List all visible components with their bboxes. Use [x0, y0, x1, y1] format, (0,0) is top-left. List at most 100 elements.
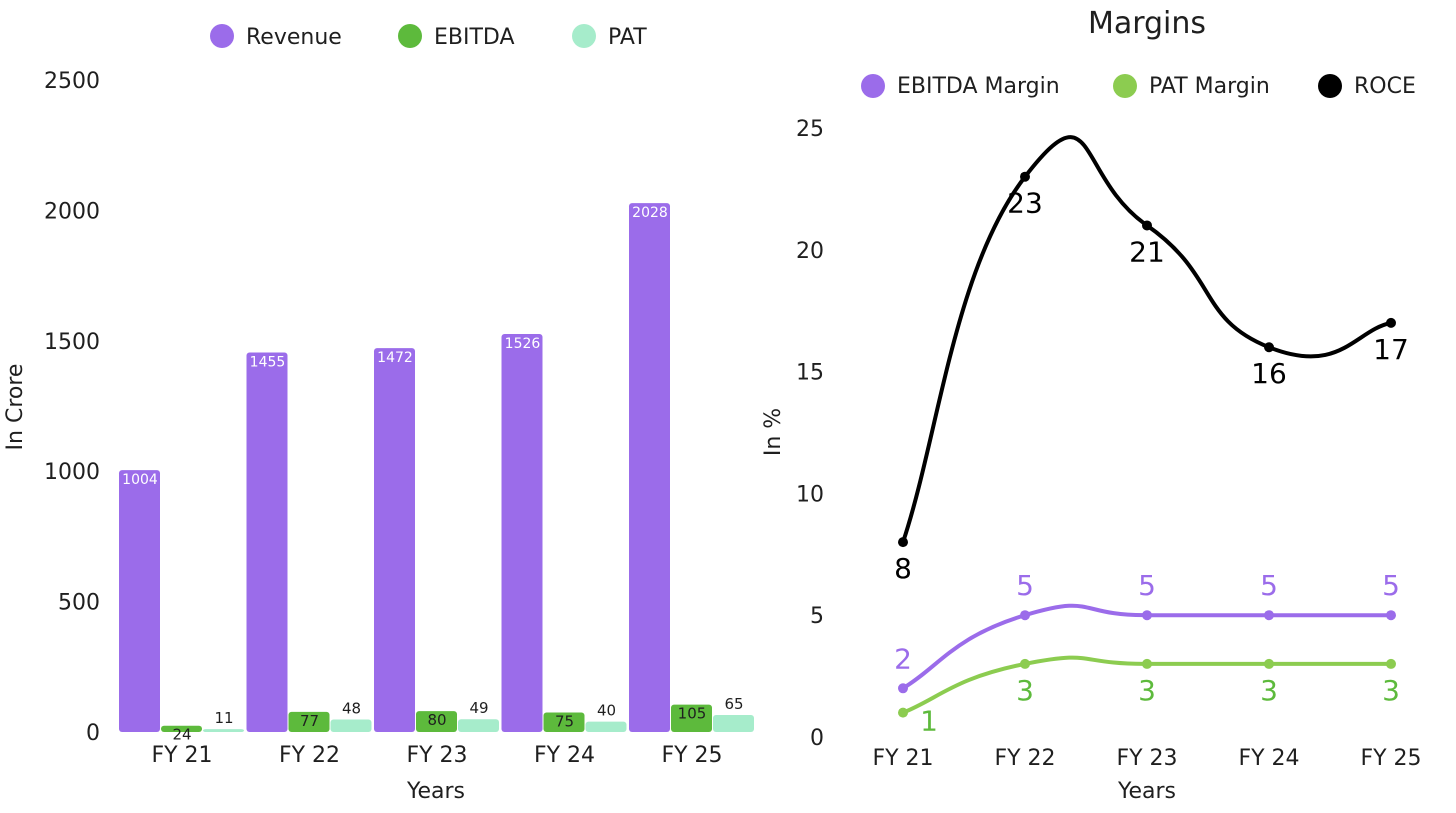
legend-marker-revenue — [210, 24, 234, 48]
bar-ebitda-fy22 — [288, 711, 330, 732]
data-label: 65 — [724, 695, 743, 713]
bar-revenue-fy23 — [374, 348, 415, 732]
x-tick-label: FY 23 — [1116, 746, 1177, 771]
y-tick-label: 0 — [810, 726, 824, 751]
data-label: 1 — [920, 705, 938, 738]
bar-ebitda-fy25 — [671, 704, 712, 732]
x-axis-title: Years — [406, 779, 465, 804]
bar-pat-fy24 — [585, 721, 627, 732]
data-point-ebitda-margin — [898, 683, 908, 694]
bar-ebitda-fy23 — [416, 711, 457, 732]
data-point-roce — [898, 537, 908, 548]
data-point-roce — [1142, 220, 1152, 231]
y-tick-label: 25 — [796, 117, 824, 142]
y-tick-label: 0 — [86, 721, 100, 746]
data-point-ebitda-margin — [1386, 610, 1396, 621]
x-tick-label: FY 24 — [534, 743, 595, 768]
bar-pat-fy22 — [330, 719, 372, 732]
bar-revenue-fy25 — [629, 203, 670, 732]
data-label: 23 — [1007, 187, 1043, 220]
x-tick-label: FY 22 — [994, 746, 1055, 771]
x-tick-label: FY 21 — [872, 746, 933, 771]
y-tick-label: 2000 — [44, 199, 100, 224]
bar-ebitda-fy24 — [543, 712, 585, 732]
y-tick-label: 2500 — [44, 69, 100, 94]
data-label: 1526 — [505, 336, 541, 352]
x-tick-label: FY 25 — [1360, 746, 1421, 771]
data-label: 16 — [1251, 357, 1287, 390]
data-label: 3 — [1260, 674, 1278, 707]
x-tick-label: FY 25 — [661, 743, 722, 768]
data-label: 3 — [1016, 674, 1034, 707]
data-point-roce — [1020, 171, 1030, 182]
data-label: 80 — [427, 711, 446, 729]
data-label: 40 — [597, 702, 616, 720]
data-label: 49 — [469, 699, 488, 717]
data-point-roce — [1264, 342, 1274, 353]
data-point-pat-margin — [1142, 658, 1152, 669]
y-tick-label: 15 — [796, 361, 824, 386]
legend-marker-ebitda-margin — [861, 74, 885, 98]
data-label: 1472 — [377, 350, 413, 366]
y-tick-label: 500 — [58, 591, 100, 616]
legend-marker-ebitda — [398, 24, 422, 48]
x-axis-title: Years — [1117, 779, 1176, 804]
legend-label: EBITDA Margin — [897, 74, 1060, 99]
x-tick-label: FY 22 — [279, 743, 340, 768]
data-label: 11 — [214, 709, 233, 727]
data-label: 21 — [1129, 235, 1165, 268]
data-point-ebitda-margin — [1264, 610, 1274, 621]
data-point-roce — [1386, 317, 1396, 328]
y-tick-label: 1000 — [44, 460, 100, 485]
legend-label: ROCE — [1354, 74, 1416, 99]
data-point-pat-margin — [898, 707, 908, 718]
legend-marker-roce — [1318, 74, 1342, 98]
y-axis-title: In % — [761, 408, 786, 456]
data-label: 3 — [1138, 674, 1156, 707]
bar-pat-fy21 — [203, 729, 244, 732]
data-label: 2028 — [632, 205, 668, 221]
data-point-pat-margin — [1386, 658, 1396, 669]
y-tick-label: 10 — [796, 482, 824, 507]
bar-revenue-fy21 — [119, 470, 160, 732]
data-label: 5 — [1260, 569, 1278, 602]
bar-pat-fy23 — [458, 719, 499, 732]
x-tick-label: FY 21 — [151, 743, 212, 768]
bar-chart: Revenue EBITDA PAT 0 500 1000 1500 2000 2500 Year… — [3, 24, 754, 804]
y-tick-label: 5 — [810, 604, 824, 629]
data-point-pat-margin — [1020, 658, 1030, 669]
data-label: 77 — [300, 712, 319, 730]
legend-marker-pat — [572, 24, 596, 48]
legend-label: PAT Margin — [1149, 74, 1270, 99]
data-label: 8 — [894, 552, 912, 585]
legend-label: PAT — [608, 25, 647, 50]
data-label: 5 — [1138, 569, 1156, 602]
legend-label: EBITDA — [434, 25, 515, 50]
data-label: 5 — [1382, 569, 1400, 602]
data-label: 1455 — [250, 355, 286, 371]
data-point-pat-margin — [1264, 658, 1274, 669]
bar-revenue-fy24 — [501, 334, 543, 732]
data-label: 3 — [1382, 674, 1400, 707]
y-tick-label: 1500 — [44, 330, 100, 355]
bar-pat-fy25 — [713, 715, 754, 732]
bar-revenue-fy22 — [246, 352, 288, 732]
chart-title: Margins — [1088, 6, 1206, 41]
data-label: 105 — [678, 705, 707, 723]
x-tick-label: FY 23 — [406, 743, 467, 768]
legend-label: Revenue — [246, 25, 342, 50]
x-tick-label: FY 24 — [1238, 746, 1299, 771]
data-label: 17 — [1373, 333, 1409, 366]
data-point-ebitda-margin — [1142, 610, 1152, 621]
y-axis-title: In Crore — [3, 364, 28, 451]
data-label: 5 — [1016, 569, 1034, 602]
data-label: 24 — [172, 726, 191, 744]
data-label: 2 — [894, 642, 912, 675]
data-label: 1004 — [122, 472, 158, 488]
data-label: 75 — [555, 712, 574, 730]
data-point-ebitda-margin — [1020, 610, 1030, 621]
data-label: 48 — [342, 699, 361, 717]
y-tick-label: 20 — [796, 239, 824, 264]
